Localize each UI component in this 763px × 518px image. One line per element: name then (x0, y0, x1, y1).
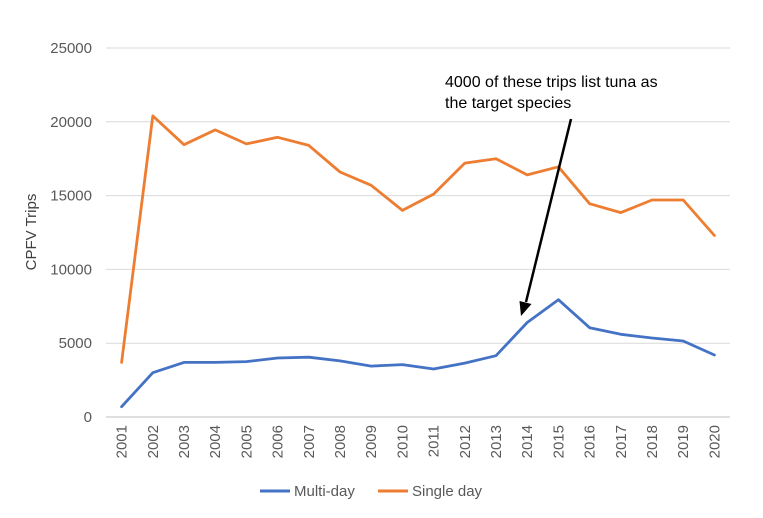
x-tick-label: 2019 (675, 425, 692, 458)
x-tick-label: 2005 (238, 425, 255, 458)
x-tick-label: 2008 (332, 425, 349, 458)
legend: Multi-day Single day (260, 483, 483, 500)
series-line-multi-day (120, 298, 716, 409)
legend-item-multi-day: Multi-day (260, 483, 355, 500)
x-tick-label: 2016 (582, 425, 599, 458)
x-tick-label: 2001 (114, 425, 131, 458)
x-tick-label: 2009 (363, 425, 380, 458)
y-tick-label: 5000 (59, 335, 92, 352)
y-tick-label: 0 (84, 409, 92, 426)
annotation-line-2: the target species (445, 95, 571, 112)
x-tick-label: 2004 (207, 425, 224, 458)
y-axis-ticks: 0 5000 10000 15000 20000 25000 (50, 40, 92, 426)
series-layer (120, 114, 716, 409)
annotation-line-1: 4000 of these trips list tuna as (445, 74, 658, 91)
legend-item-single-day: Single day (378, 483, 483, 500)
y-tick-label: 10000 (50, 261, 92, 278)
x-tick-label: 2007 (301, 425, 318, 458)
x-tick-label: 2013 (488, 425, 505, 458)
y-tick-label: 15000 (50, 188, 92, 205)
x-tick-label: 2020 (706, 425, 723, 458)
x-tick-label: 2018 (644, 425, 661, 458)
annotation-arrow-head (519, 301, 532, 316)
y-tick-label: 20000 (50, 114, 92, 131)
x-tick-label: 2012 (457, 425, 474, 458)
y-tick-label: 25000 (50, 40, 92, 57)
x-tick-label: 2015 (550, 425, 567, 458)
x-tick-label: 2014 (519, 425, 536, 458)
gridlines (106, 47, 730, 344)
x-tick-label: 2002 (145, 425, 162, 458)
x-axis-ticks: 2001 2002 2003 2004 2005 2006 2007 2008 2009 2010… (114, 425, 724, 458)
y-axis-title: CPFV Trips (23, 194, 40, 271)
series-line-single-day (120, 114, 716, 364)
x-tick-label: 2010 (394, 425, 411, 458)
x-tick-label: 2011 (426, 425, 443, 457)
x-tick-label: 2017 (613, 425, 630, 458)
x-tick-label: 2006 (270, 425, 287, 458)
legend-label-single-day: Single day (412, 483, 483, 500)
annotation: 4000 of these trips list tuna as the tar… (445, 74, 658, 316)
annotation-arrow-shaft (524, 118, 573, 303)
legend-label-multi-day: Multi-day (294, 483, 355, 500)
x-tick-label: 2003 (176, 425, 193, 458)
